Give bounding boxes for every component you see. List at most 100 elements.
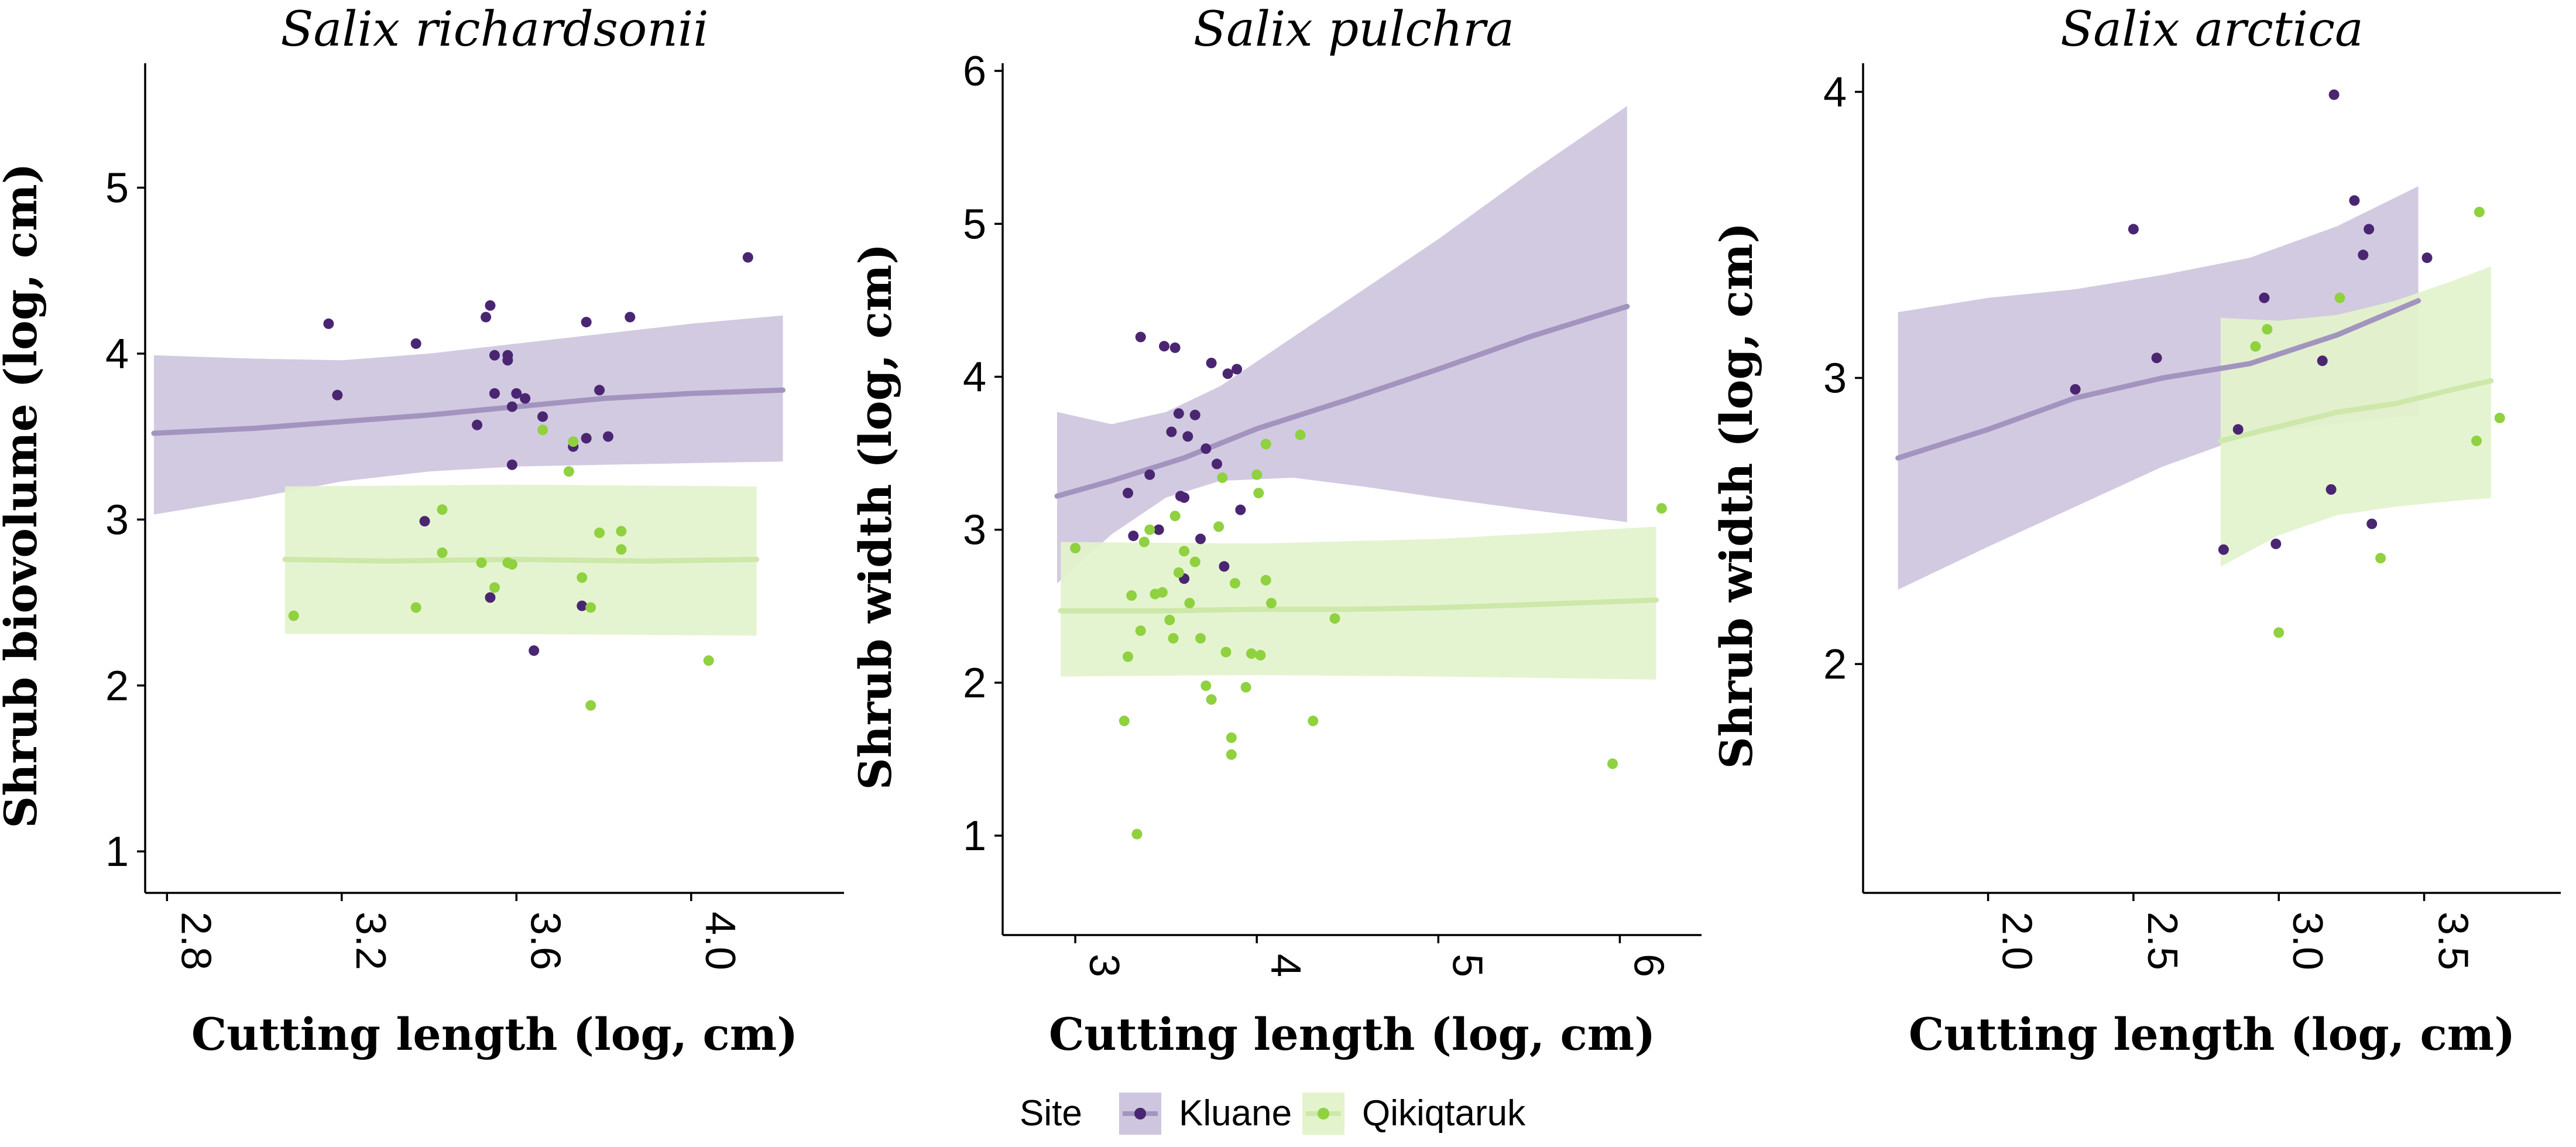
panel-3-point-kluane-8 <box>2325 484 2337 495</box>
panel-2-point-kluane-5 <box>1159 341 1169 352</box>
panel-1-point-kluane-11 <box>502 350 513 361</box>
panel-2-point-kluane-12 <box>1182 431 1193 442</box>
panel-2-point-qikiqtaruk-37 <box>1607 758 1618 769</box>
panel-1-point-kluane-16 <box>529 645 540 656</box>
panel-1-fit-line-kluane <box>151 387 786 436</box>
panel-3-y-tick-label-2: 4 <box>1823 69 1847 116</box>
panel-2-point-kluane-6 <box>1166 426 1177 437</box>
panel-2-point-qikiqtaruk-36 <box>1329 613 1340 624</box>
panel-2-x-tick-label-2: 5 <box>1443 954 1490 977</box>
panel-3-point-kluane-7 <box>2317 355 2328 367</box>
panel-2-point-qikiqtaruk-21 <box>1217 472 1228 483</box>
panel-1-point-qikiqtaruk-4 <box>476 557 487 568</box>
panel-2-point-qikiqtaruk-1 <box>1119 715 1130 727</box>
panel-2-y-tick-label-0: 1 <box>963 813 986 860</box>
panel-2-y-tick-label-5: 6 <box>963 48 986 95</box>
panel-3-point-qikiqtaruk-3 <box>2334 292 2345 303</box>
panel-3-x-tick-label-2: 3.0 <box>2284 912 2331 970</box>
panel-1-point-qikiqtaruk-5 <box>489 582 500 593</box>
panel-2-point-qikiqtaruk-19 <box>1206 694 1217 705</box>
panel-2-y-tick-label-4: 5 <box>963 201 986 248</box>
panel-2-y-tick-label-1: 2 <box>963 660 986 707</box>
panel-1-y-tick-label-3: 4 <box>105 331 129 378</box>
panel-3-point-qikiqtaruk-2 <box>2273 627 2285 638</box>
panel-3-point-kluane-5 <box>2259 292 2270 303</box>
panel-3-y-axis-label: Shrub width (log, cm) <box>1710 222 1762 769</box>
panel-2-point-qikiqtaruk-35 <box>1308 715 1319 727</box>
panel-2-title: Salix pulchra <box>1193 2 1514 57</box>
legend-title: Site <box>1020 1093 1082 1134</box>
panel-2-point-qikiqtaruk-9 <box>1157 587 1168 598</box>
panel-2-point-qikiqtaruk-6 <box>1138 536 1150 547</box>
legend-key-point-qikiqtaruk <box>1318 1108 1329 1119</box>
panel-2-point-kluane-3 <box>1144 469 1155 480</box>
panel-2-point-qikiqtaruk-27 <box>1246 648 1257 659</box>
panel-2-point-qikiqtaruk-26 <box>1240 682 1251 693</box>
panel-1-point-kluane-20 <box>581 317 592 328</box>
panel-2-point-qikiqtaruk-5 <box>1135 625 1146 636</box>
panel-2-point-kluane-13 <box>1189 409 1200 420</box>
panel-3-point-qikiqtaruk-1 <box>2262 324 2273 335</box>
panel-1-point-kluane-9 <box>489 388 500 399</box>
panel-2-point-kluane-4 <box>1153 524 1164 535</box>
panel-2-point-qikiqtaruk-31 <box>1260 439 1271 450</box>
panel-1-point-kluane-4 <box>472 419 483 430</box>
panel-2-point-qikiqtaruk-29 <box>1253 488 1264 499</box>
panel-1-y-axis-label: Shrub biovolume (log, cm) <box>0 163 47 828</box>
panel-3-point-qikiqtaruk-5 <box>2471 436 2482 446</box>
panel-2-point-kluane-18 <box>1219 561 1230 572</box>
panel-3-y-tick-label-0: 2 <box>1823 641 1847 688</box>
panel-3-fit-line-qikiqtaruk <box>2218 378 2494 444</box>
panel-1-point-kluane-24 <box>625 311 636 323</box>
panel-2-x-tick-label-0: 3 <box>1081 954 1127 977</box>
panel-1-point-qikiqtaruk-16 <box>616 544 627 555</box>
panel-1-point-qikiqtaruk-8 <box>537 424 548 436</box>
panel-1-fit-line-qikiqtaruk <box>282 556 760 564</box>
panel-3-fit-line-kluane <box>1895 298 2421 461</box>
panel-1-point-kluane-0 <box>323 318 334 329</box>
panel-2-point-qikiqtaruk-33 <box>1266 598 1277 609</box>
panel-3-point-qikiqtaruk-4 <box>2375 553 2386 564</box>
panel-2-point-qikiqtaruk-10 <box>1164 614 1175 625</box>
panel-1-point-kluane-6 <box>485 300 496 311</box>
panel-1-point-qikiqtaruk-2 <box>437 504 448 515</box>
panel-3-ribbon-kluane <box>1898 186 2419 590</box>
panel-2-point-kluane-15 <box>1200 443 1212 454</box>
panel-1-point-qikiqtaruk-1 <box>410 602 421 613</box>
panel-2-point-kluane-14 <box>1195 533 1206 545</box>
panel-2-point-qikiqtaruk-24 <box>1226 749 1237 760</box>
panel-1-y-tick-label-1: 2 <box>105 663 129 710</box>
panel-1-point-kluane-17 <box>537 411 548 422</box>
panel-2-point-qikiqtaruk-22 <box>1220 646 1232 658</box>
panel-1-point-qikiqtaruk-0 <box>288 610 299 621</box>
panel-1-point-qikiqtaruk-13 <box>585 602 596 613</box>
panel-2-x-tick-label-1: 4 <box>1262 954 1309 977</box>
panel-2-y-tick-label-3: 4 <box>963 354 986 401</box>
panel-1-point-kluane-8 <box>489 350 500 361</box>
panel-2-point-qikiqtaruk-13 <box>1173 567 1184 578</box>
panel-3-x-tick-label-3: 3.5 <box>2430 912 2476 970</box>
panel-1-point-qikiqtaruk-14 <box>594 528 605 538</box>
panel-2-point-qikiqtaruk-18 <box>1200 680 1212 691</box>
panel-2-fit-line-kluane <box>1054 303 1630 499</box>
panel-1-point-kluane-23 <box>603 431 613 442</box>
panel-3-point-qikiqtaruk-6 <box>2474 207 2485 218</box>
panel-2-y-axis-label: Shrub width (log, cm) <box>849 244 901 790</box>
panel-3-point-kluane-12 <box>2364 224 2375 235</box>
panel-3-x-axis-label: Cutting length (log, cm) <box>1909 1008 2515 1060</box>
panel-1-x-tick-label-2: 3.6 <box>522 912 568 970</box>
panel-1-point-kluane-3 <box>419 516 430 527</box>
panel-2-point-qikiqtaruk-11 <box>1168 633 1179 644</box>
panel-3-point-kluane-0 <box>2070 384 2081 395</box>
panel-2-point-qikiqtaruk-20 <box>1213 521 1224 532</box>
legend-label-qikiqtaruk: Qikiqtaruk <box>1362 1093 1526 1134</box>
panel-2-x-axis-label: Cutting length (log, cm) <box>1049 1008 1655 1060</box>
legend-label-kluane: Kluane <box>1179 1093 1292 1134</box>
panel-3-ribbon-qikiqtaruk <box>2220 266 2491 567</box>
panel-2-point-qikiqtaruk-7 <box>1144 524 1155 535</box>
panel-3-point-kluane-1 <box>2128 224 2139 235</box>
panel-1-point-kluane-25 <box>742 252 753 263</box>
panel-1-title: Salix richardsonii <box>280 2 708 57</box>
panel-1-point-qikiqtaruk-12 <box>585 700 596 711</box>
